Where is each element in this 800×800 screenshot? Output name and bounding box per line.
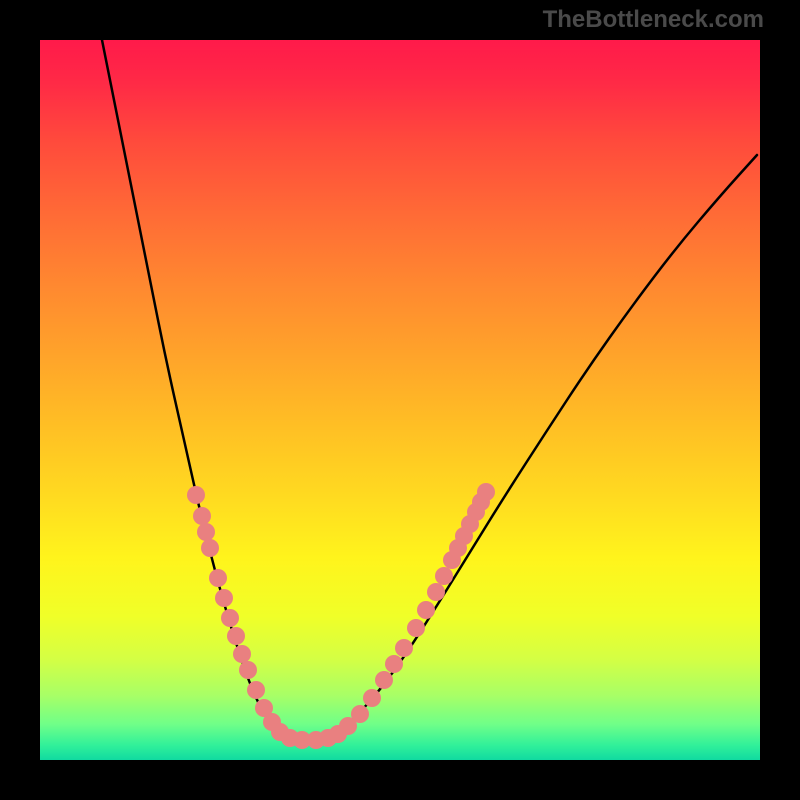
chart-container: TheBottleneck.com <box>0 0 800 800</box>
gradient-background <box>40 40 760 760</box>
watermark-text: TheBottleneck.com <box>543 6 764 34</box>
